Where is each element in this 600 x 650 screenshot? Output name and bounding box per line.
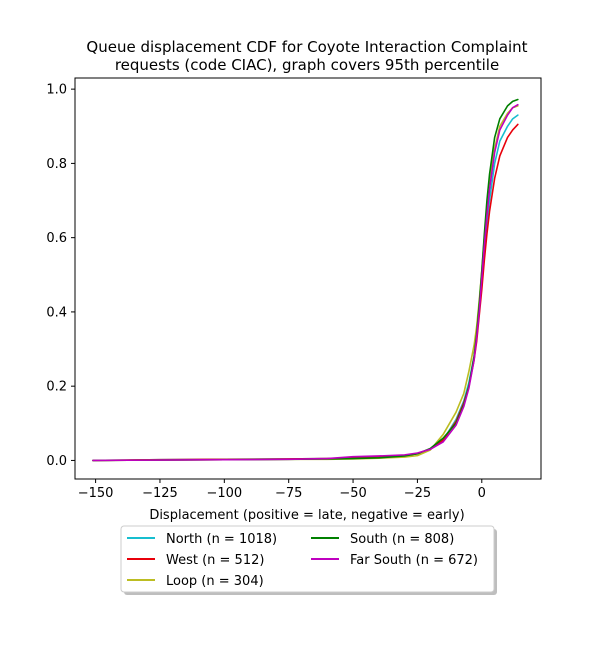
chart-title: Queue displacement CDF for Coyote Intera… [86, 38, 527, 74]
chart-title-line-1: Queue displacement CDF for Coyote Intera… [86, 38, 527, 56]
legend-items: North (n = 1018) West (n = 512) Loop (n = … [127, 532, 478, 589]
x-axis: −150 −125 −100 −75 −50 −25 0 [78, 479, 486, 501]
series-line [92, 114, 519, 462]
series-line [92, 123, 519, 462]
x-tick-label: −100 [206, 486, 242, 501]
series-line [92, 105, 519, 462]
plot-frame [74, 77, 542, 480]
legend-label: West (n = 512) [166, 553, 264, 568]
legend-label: Loop (n = 304) [166, 574, 264, 589]
series-layer [92, 98, 519, 462]
x-tick-label: −25 [404, 486, 431, 501]
x-tick-label: −150 [78, 486, 114, 501]
y-tick-label: 0.8 [46, 157, 67, 172]
series-line [92, 98, 519, 462]
x-tick-label: −50 [339, 486, 366, 501]
chart-title-line-2: requests (code CIAC), graph covers 95th … [115, 56, 499, 74]
legend-box [120, 525, 495, 593]
x-axis-label: Displacement (positive = late, negative … [149, 508, 464, 523]
legend-label: North (n = 1018) [166, 532, 277, 547]
y-tick-label: 1.0 [46, 83, 67, 98]
x-tick-label: 0 [478, 486, 486, 501]
legend: North (n = 1018) West (n = 512) Loop (n = … [120, 525, 497, 595]
y-tick-label: 0.2 [46, 380, 67, 395]
series-line [92, 103, 519, 462]
legend-label: Far South (n = 672) [350, 553, 478, 568]
y-tick-label: 0.6 [46, 231, 67, 246]
y-axis: 0.0 0.2 0.4 0.6 0.8 1.0 [46, 83, 75, 469]
y-tick-label: 0.4 [46, 305, 67, 320]
y-tick-label: 0.0 [46, 454, 67, 469]
legend-label: South (n = 808) [350, 532, 454, 547]
x-tick-label: −75 [275, 486, 302, 501]
x-tick-label: −125 [142, 486, 178, 501]
